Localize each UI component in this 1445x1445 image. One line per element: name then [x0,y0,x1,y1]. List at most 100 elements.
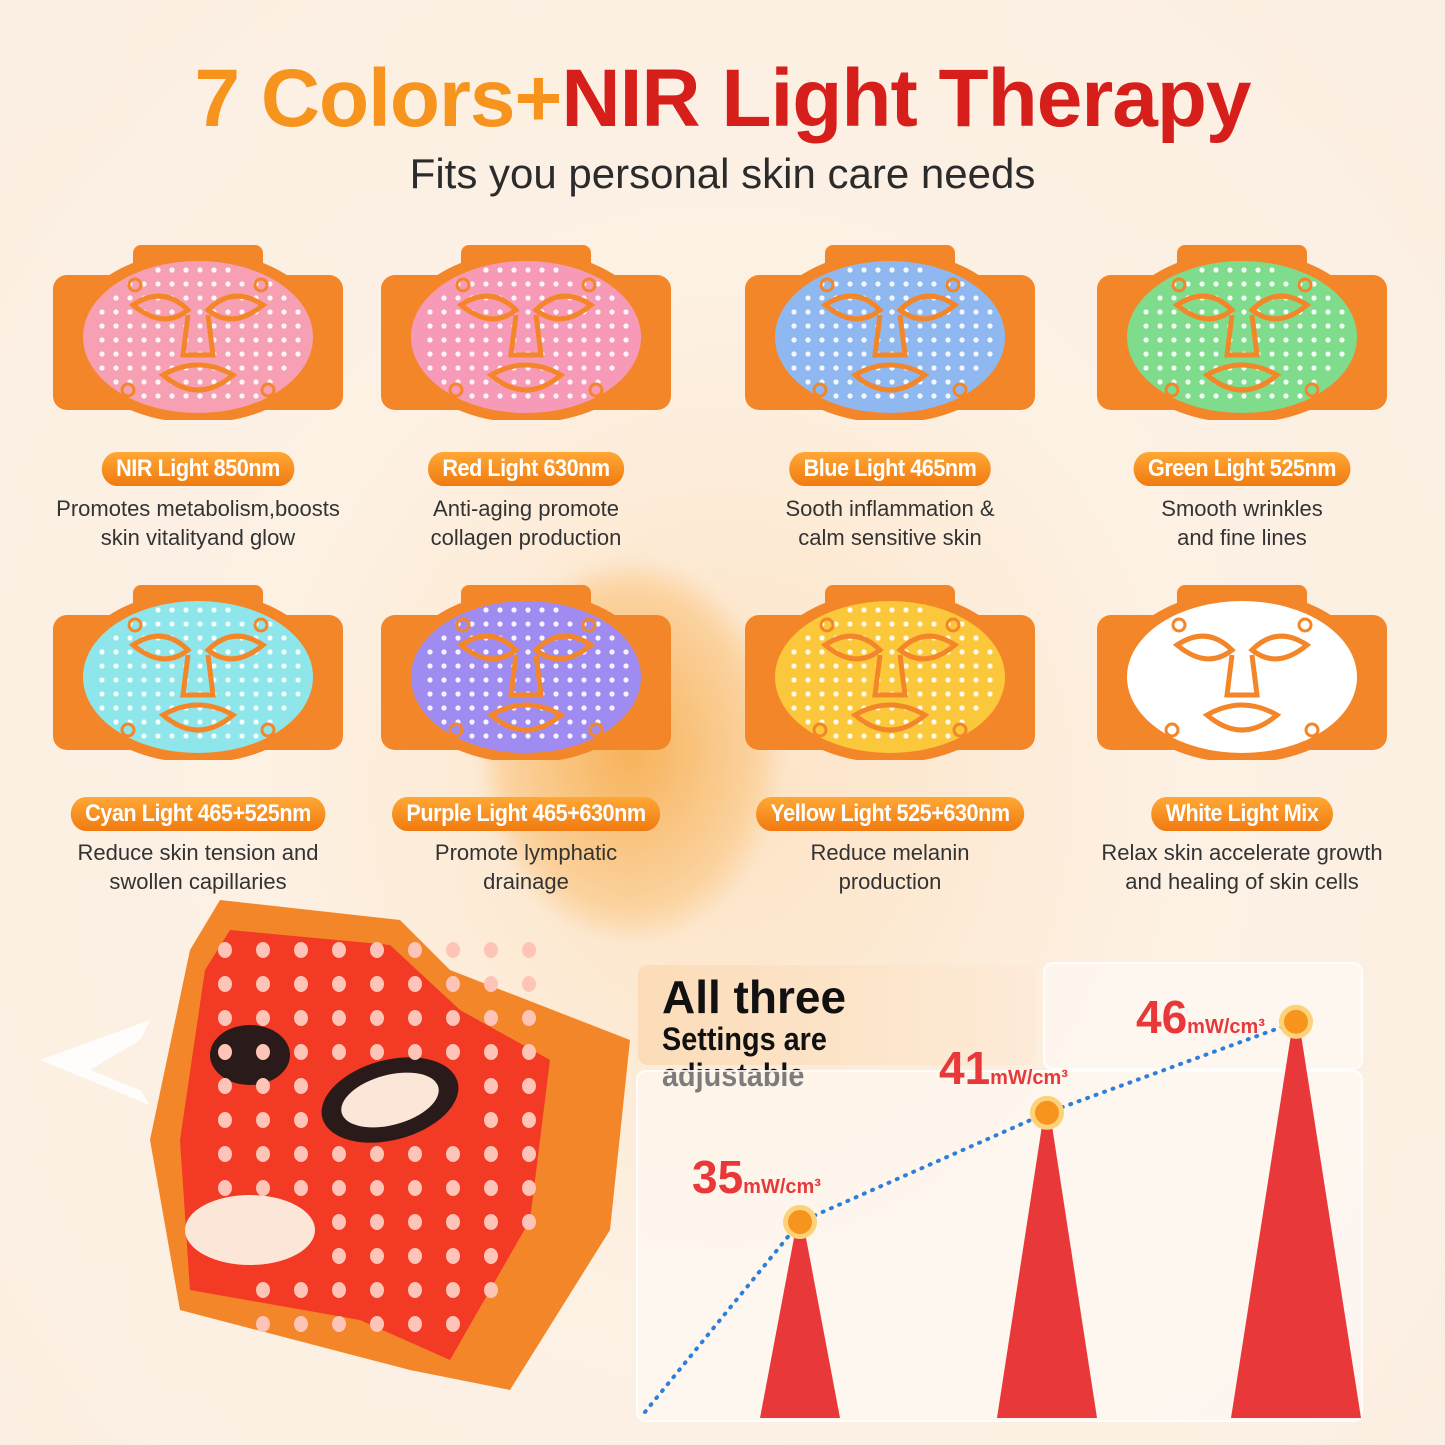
data-point [1284,1009,1308,1034]
led-dot [218,976,232,992]
led-dot [332,1282,346,1298]
led-dot [408,1248,422,1264]
light-mask-image [53,585,343,763]
led-dot [408,1010,422,1026]
light-mode-label: Green Light 525nm [1133,452,1351,486]
led-dot [294,1282,308,1298]
led-dot [408,1316,422,1332]
led-dot [294,1316,308,1332]
led-dot [522,1010,536,1026]
led-dot [446,942,460,958]
led-dot [370,1248,384,1264]
led-dot [294,1112,308,1128]
data-label: 35mW/cm³ [692,1151,821,1203]
light-mode-label: Purple Light 465+630nm [392,797,660,831]
led-dot [446,976,460,992]
led-dot [370,942,384,958]
light-mode-description: Reduce melanin production [810,840,970,894]
led-dot [218,1180,232,1196]
led-dot [408,1180,422,1196]
light-mask-image [381,585,671,763]
led-dot [446,1180,460,1196]
light-mask-image [1097,585,1387,763]
led-dot [218,1010,232,1026]
led-dot [332,1316,346,1332]
intensity-cone [760,1222,840,1418]
adjustable-settings-box: All three Settings are adjustable [638,965,1036,1093]
data-label: 41mW/cm³ [939,1041,1068,1094]
light-mode-description: Promotes metabolism,boosts skin vitalitya… [56,496,340,550]
led-dot [484,1078,498,1094]
led-dot [484,1112,498,1128]
led-dot [484,1146,498,1162]
led-dot [370,976,384,992]
led-dot [256,1146,270,1162]
led-dot [332,1146,346,1162]
led-dot [446,1248,460,1264]
led-dot [294,1180,308,1196]
led-dot [446,1010,460,1026]
led-dot [218,1112,232,1128]
led-dot [218,1146,232,1162]
led-dot [408,1214,422,1230]
light-mode-description: Relax skin accelerate growth and healing … [1101,840,1383,894]
led-dot [294,1078,308,1094]
led-dot [446,1282,460,1298]
led-dot [522,976,536,992]
page-subtitle: Fits you personal skin care needs [409,150,1036,197]
led-dot [294,1146,308,1162]
light-mask-image [1097,245,1387,423]
led-dot [446,1044,460,1060]
led-dot [256,1282,270,1298]
led-dot [522,1214,536,1230]
data-point [1035,1100,1059,1125]
light-mode-description: Promote lymphatic drainage [434,840,618,894]
led-dot [218,942,232,958]
led-dot [370,1010,384,1026]
led-dot [370,1180,384,1196]
led-dot [446,1316,460,1332]
led-dot [484,1180,498,1196]
led-dot [256,1316,270,1332]
led-dot [484,1010,498,1026]
red-mask-product-image [40,900,630,1390]
led-dot [294,942,308,958]
light-mask-image [745,245,1035,423]
led-dot [332,1214,346,1230]
led-dot [522,942,536,958]
led-dot [294,976,308,992]
trend-line [643,1019,1298,1414]
light-mask-image [381,245,671,423]
led-dot [370,1214,384,1230]
led-dot [256,1044,270,1060]
led-dot [370,1282,384,1298]
led-dot [408,976,422,992]
led-dot [522,1146,536,1162]
led-dot [484,1248,498,1264]
led-dot [408,942,422,958]
led-dot [522,1112,536,1128]
light-mode-label: Cyan Light 465+525nm [70,797,326,831]
led-dot [484,1214,498,1230]
data-point [788,1210,812,1234]
light-mode-label: Blue Light 465nm [789,452,991,486]
led-dot [256,1078,270,1094]
led-dot [332,1044,346,1060]
led-dot [256,942,270,958]
led-dot [484,942,498,958]
led-dot [370,1146,384,1162]
light-mask-image [53,245,343,423]
led-dot [408,1044,422,1060]
light-mode-description: Anti-aging promote collagen production [430,496,622,550]
led-dot [256,1010,270,1026]
led-dot [256,1180,270,1196]
light-mode-description: Sooth inflammation & calm sensitive skin [785,496,995,550]
led-dot [484,976,498,992]
led-dot [522,1180,536,1196]
page-title: 7 Colors+NIR Light Therapy [194,53,1251,144]
led-dot [446,1146,460,1162]
led-dot [332,942,346,958]
led-dot [332,1010,346,1026]
led-dot [294,1044,308,1060]
